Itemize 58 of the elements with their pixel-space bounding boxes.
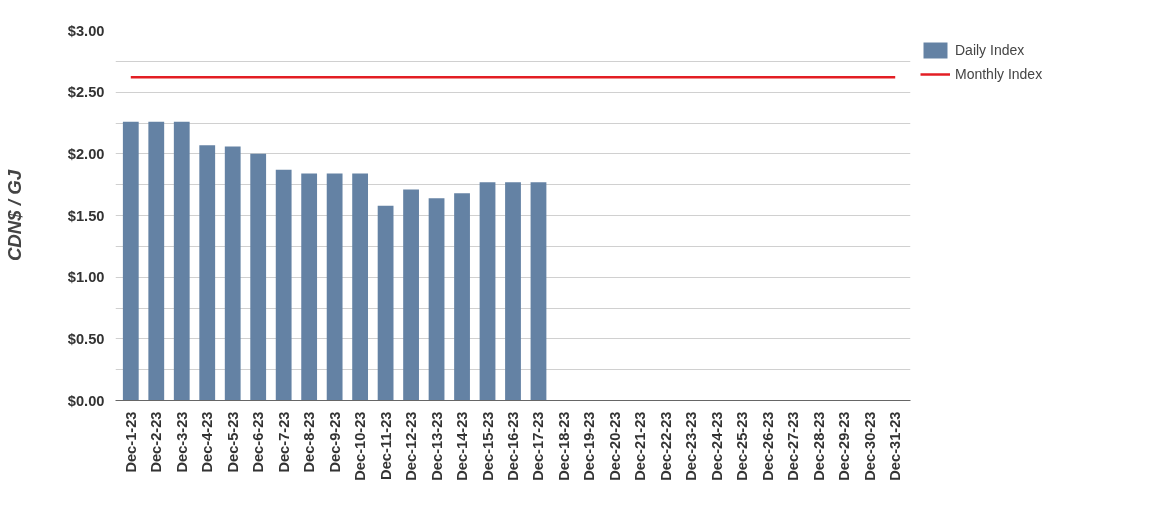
x-tick-label: Dec-14-23 [454, 411, 471, 481]
x-tick-label: Dec-12-23 [403, 411, 420, 481]
x-tick-label: Dec-25-23 [734, 411, 751, 481]
bar [377, 205, 394, 401]
x-tick-label: Dec-31-23 [887, 411, 904, 481]
x-tick-label: Dec-2-23 [148, 411, 165, 473]
y-tick-label: $2.00 [67, 145, 105, 162]
x-tick-label: Dec-5-23 [224, 411, 241, 473]
bar [250, 153, 267, 401]
x-tick-label: Dec-15-23 [479, 411, 496, 481]
y-axis-title: CDN$ / GJ [3, 169, 25, 262]
bar [428, 198, 445, 401]
bar [352, 173, 369, 401]
bar [275, 169, 292, 401]
bar [479, 182, 496, 401]
x-tick-label: Dec-27-23 [785, 411, 802, 481]
x-tick-label: Dec-6-23 [250, 411, 267, 473]
y-tick-label: $2.50 [67, 84, 105, 101]
bar [326, 173, 343, 401]
y-tick-label: $1.00 [67, 269, 105, 286]
y-tick-label: $0.50 [67, 330, 105, 347]
y-tick-label: $0.00 [67, 392, 105, 409]
bar [505, 182, 521, 401]
x-tick-label: Dec-4-23 [199, 411, 216, 473]
x-tick-label: Dec-30-23 [861, 411, 878, 481]
legend-label: Monthly Index [955, 66, 1043, 82]
bar [301, 173, 318, 401]
y-tick-label: $1.50 [67, 207, 105, 224]
x-tick-label: Dec-24-23 [708, 411, 725, 481]
bar [403, 189, 419, 401]
x-tick-label: Dec-8-23 [301, 411, 318, 473]
bar [173, 121, 190, 401]
bar [224, 146, 241, 401]
x-tick-label: Dec-16-23 [505, 411, 521, 481]
x-tick-label: Dec-7-23 [275, 411, 292, 473]
y-tick-label: $3.00 [67, 22, 105, 39]
x-tick-label: Dec-11-23 [377, 411, 394, 480]
x-tick-label: Dec-17-23 [530, 411, 547, 481]
bar [530, 182, 547, 401]
x-tick-label: Dec-26-23 [759, 411, 776, 481]
x-tick-label: Dec-23-23 [683, 411, 700, 481]
x-tick-label: Dec-28-23 [810, 411, 827, 481]
x-tick-label: Dec-22-23 [657, 411, 674, 481]
x-tick-label: Dec-19-23 [581, 411, 598, 481]
bar [454, 193, 470, 401]
x-tick-label: Dec-1-23 [122, 411, 139, 473]
x-tick-label: Dec-13-23 [428, 411, 445, 481]
x-tick-label: Dec-18-23 [555, 411, 572, 481]
x-tick-label: Dec-29-23 [836, 411, 853, 481]
x-tick-label: Dec-3-23 [173, 411, 190, 473]
bar [199, 145, 216, 401]
bar [122, 121, 139, 401]
x-tick-label: Dec-21-23 [632, 411, 649, 481]
x-tick-label: Dec-20-23 [606, 411, 623, 481]
bar [148, 121, 165, 401]
legend-label: Daily Index [955, 42, 1025, 58]
x-tick-label: Dec-9-23 [326, 411, 343, 473]
x-tick-label: Dec-10-23 [352, 411, 369, 481]
